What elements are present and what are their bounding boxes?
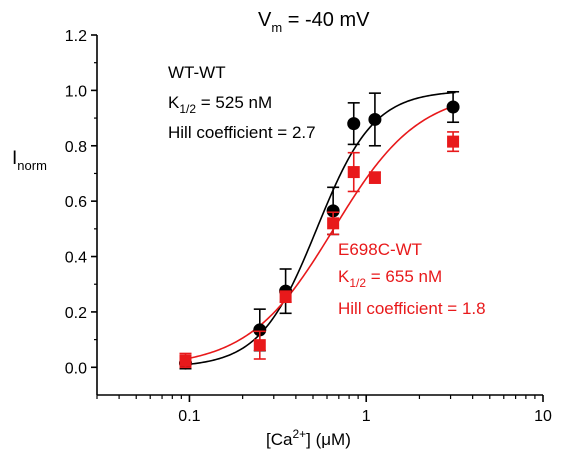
e698c-wt-khalf: K1/2 = 655 nM xyxy=(338,267,442,290)
data-point-e698c-wt xyxy=(179,352,192,369)
data-point-e698c-wt xyxy=(279,290,292,304)
title-rest: = -40 mV xyxy=(282,9,370,31)
square-marker xyxy=(279,290,292,303)
y-label-subscript: norm xyxy=(17,158,47,173)
data-points xyxy=(178,90,460,370)
square-marker xyxy=(347,166,360,179)
data-point-e698c-wt xyxy=(347,151,360,193)
y-label-main: I xyxy=(12,148,17,169)
y-tick-label: 0.8 xyxy=(65,139,87,156)
data-point-wt-wt xyxy=(368,92,382,147)
e698c-wt-label: E698C-WT xyxy=(338,240,422,259)
y-tick-label: 0.2 xyxy=(65,305,87,322)
wt-wt-label: WT-WT xyxy=(168,63,226,82)
e698c-wt-hill: Hill coefficient = 1.8 xyxy=(338,299,486,318)
circle-marker xyxy=(253,323,267,337)
wt-wt-annotation: WT-WT K1/2 = 525 nM Hill coefficient = 2… xyxy=(168,63,316,142)
y-tick-label: 0.0 xyxy=(65,360,87,377)
data-point-e698c-wt xyxy=(368,171,381,184)
fit-curves xyxy=(181,91,456,366)
y-tick-label: 0.4 xyxy=(65,250,87,267)
square-marker xyxy=(447,135,460,148)
wt-wt-hill: Hill coefficient = 2.7 xyxy=(168,123,316,142)
data-point-e698c-wt xyxy=(447,131,460,153)
y-axis-label: Inorm xyxy=(12,148,47,173)
x-tick-label: 10 xyxy=(534,408,552,425)
circle-marker xyxy=(446,100,460,114)
data-point-wt-wt xyxy=(446,90,460,124)
y-tick-label: 1.2 xyxy=(65,28,87,45)
chart-title: Vm = -40 mV xyxy=(258,9,370,35)
x-label-post: ] (μM) xyxy=(306,430,351,449)
data-point-wt-wt xyxy=(347,102,361,146)
title-main: V xyxy=(258,9,272,31)
x-tick-label: 0.1 xyxy=(178,408,200,425)
circle-marker xyxy=(368,112,382,126)
data-point-e698c-wt xyxy=(253,330,266,360)
axes: 0.0 0.2 0.4 0.6 0.8 1.0 1.2 0.1 1 10 xyxy=(65,28,552,425)
title-subscript: m xyxy=(271,20,282,35)
e698c-wt-annotation: E698C-WT K1/2 = 655 nM Hill coefficient … xyxy=(338,240,486,318)
x-label-superscript: 2+ xyxy=(292,427,306,441)
y-tick-label: 1.0 xyxy=(65,83,87,100)
x-label-pre: [Ca xyxy=(266,430,293,449)
square-marker xyxy=(368,171,381,184)
circle-marker xyxy=(326,204,340,218)
x-tick-label: 1 xyxy=(362,408,371,425)
square-marker xyxy=(253,339,266,352)
y-tick-label: 0.6 xyxy=(65,194,87,211)
square-marker xyxy=(327,217,340,230)
circle-marker xyxy=(347,117,361,131)
data-point-e698c-wt xyxy=(327,211,340,236)
square-marker xyxy=(179,354,192,367)
x-axis-label: [Ca2+] (μM) xyxy=(266,427,351,449)
wt-wt-khalf: K1/2 = 525 nM xyxy=(168,93,272,116)
fit-curve-wt-wt xyxy=(181,91,456,366)
fit-curve-e698c-wt xyxy=(181,104,456,361)
